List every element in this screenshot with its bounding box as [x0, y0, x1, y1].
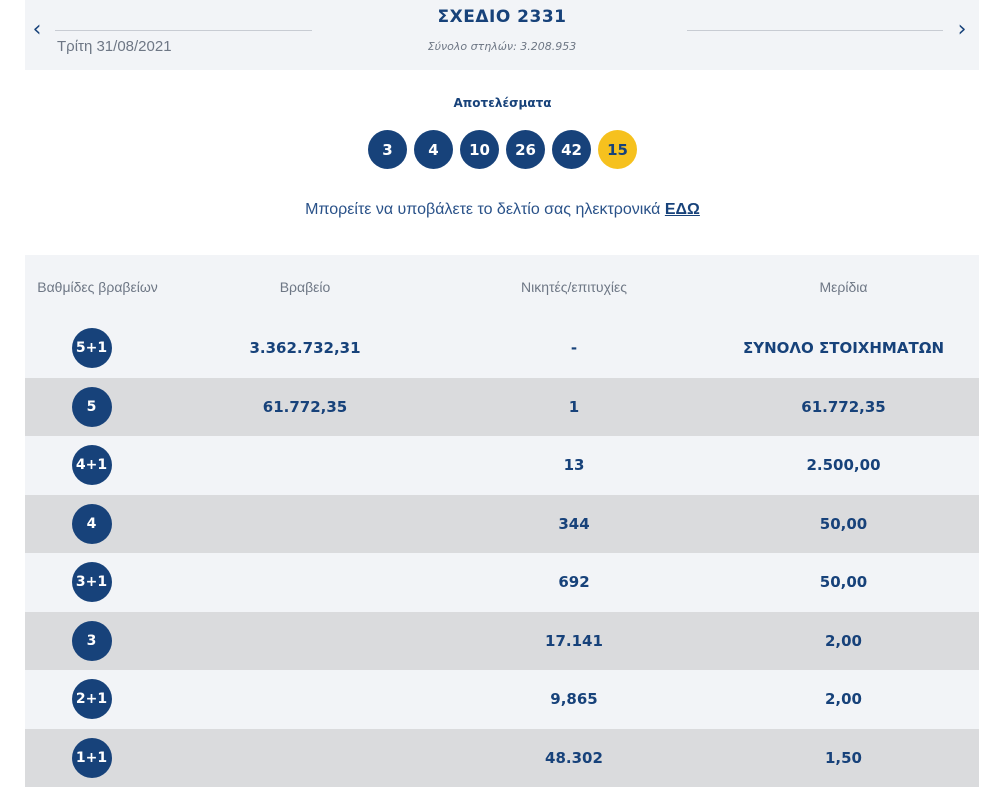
- winning-number-ball: 26: [506, 130, 545, 169]
- table-row: 4 344 50,00: [25, 494, 979, 553]
- tier-badge: 3+1: [71, 562, 112, 603]
- winning-number-ball: 3: [368, 130, 407, 169]
- draw-date: Τρίτη 31/08/2021: [57, 38, 172, 55]
- winning-number-ball: 4: [414, 130, 453, 169]
- header-divider-left: [55, 30, 312, 31]
- prize-cell: 61.772,35: [262, 397, 348, 416]
- share-cell: 2,00: [824, 690, 862, 709]
- table-row: 2+1 9,865 2,00: [25, 670, 979, 729]
- tier-badge: 4+1: [71, 445, 112, 486]
- previous-draw-arrow-icon[interactable]: ‹: [32, 17, 42, 42]
- table-row: 5 61.772,35 1 61.772,35: [25, 377, 979, 436]
- share-cell: ΣΥΝΟΛΟ ΣΤΟΙΧΗΜΑΤΩΝ: [743, 339, 944, 358]
- tier-badge: 2+1: [71, 679, 112, 720]
- total-columns: Σύνολο στηλών: 3.208.953: [427, 40, 577, 53]
- winning-number-ball: 42: [552, 130, 591, 169]
- header-winners: Νικητές/επιτυχίες: [520, 279, 628, 295]
- winners-cell: 692: [558, 573, 590, 592]
- online-submit-message: Μπορείτε να υποβάλετε το δελτίο σας ηλεκ…: [0, 201, 1005, 219]
- next-draw-arrow-icon[interactable]: ›: [957, 17, 967, 42]
- winners-cell: 13: [563, 456, 585, 475]
- table-row: 5+1 3.362.732,31 - ΣΥΝΟΛΟ ΣΤΟΙΧΗΜΑΤΩΝ: [25, 319, 979, 378]
- draw-title: ΣΧΕΔΙΟ 2331: [437, 7, 567, 27]
- online-submit-text: Μπορείτε να υποβάλετε το δελτίο σας ηλεκ…: [305, 201, 661, 218]
- tier-badge: 4: [71, 503, 112, 544]
- draw-header: ‹ Τρίτη 31/08/2021 ΣΧΕΔΙΟ 2331 Σύνολο στ…: [25, 0, 979, 70]
- table-row: 3 17.141 2,00: [25, 611, 979, 670]
- header-prize: Βραβείο: [279, 279, 331, 295]
- online-submit-link[interactable]: ΕΔΩ: [664, 201, 700, 218]
- table-row: 3+1 692 50,00: [25, 553, 979, 612]
- winners-cell: 344: [558, 514, 590, 533]
- joker-number-ball: 15: [598, 130, 637, 169]
- winning-number-ball: 10: [460, 130, 499, 169]
- winners-cell: 17.141: [545, 631, 603, 650]
- winners-cell: 9,865: [550, 690, 598, 709]
- share-cell: 1,50: [824, 748, 862, 767]
- table-row: 1+1 48.302 1,50: [25, 728, 979, 787]
- prize-table-header: Βαθμίδες βραβείων Βραβείο Νικητές/επιτυχ…: [25, 255, 979, 319]
- tier-badge: 5: [71, 386, 112, 427]
- prize-table: Βαθμίδες βραβείων Βραβείο Νικητές/επιτυχ…: [25, 255, 979, 787]
- tier-badge: 1+1: [71, 737, 112, 778]
- share-cell: 61.772,35: [801, 397, 886, 416]
- tier-badge: 3: [71, 620, 112, 661]
- table-row: 4+1 13 2.500,00: [25, 436, 979, 495]
- tier-badge: 5+1: [71, 328, 112, 369]
- header-share: Μερίδια: [819, 279, 868, 295]
- winners-cell: 48.302: [545, 748, 603, 767]
- results-label: Αποτελέσματα: [453, 96, 552, 110]
- header-divider-right: [687, 30, 943, 31]
- winning-numbers: 3 4 10 26 42 15: [0, 130, 1005, 169]
- header-tiers: Βαθμίδες βραβείων: [37, 279, 158, 295]
- share-cell: 50,00: [819, 514, 868, 533]
- winners-cell: -: [570, 339, 578, 358]
- prize-cell: 3.362.732,31: [249, 339, 361, 358]
- share-cell: 50,00: [819, 573, 868, 592]
- share-cell: 2,00: [824, 631, 862, 650]
- share-cell: 2.500,00: [806, 456, 881, 475]
- winners-cell: 1: [568, 397, 580, 416]
